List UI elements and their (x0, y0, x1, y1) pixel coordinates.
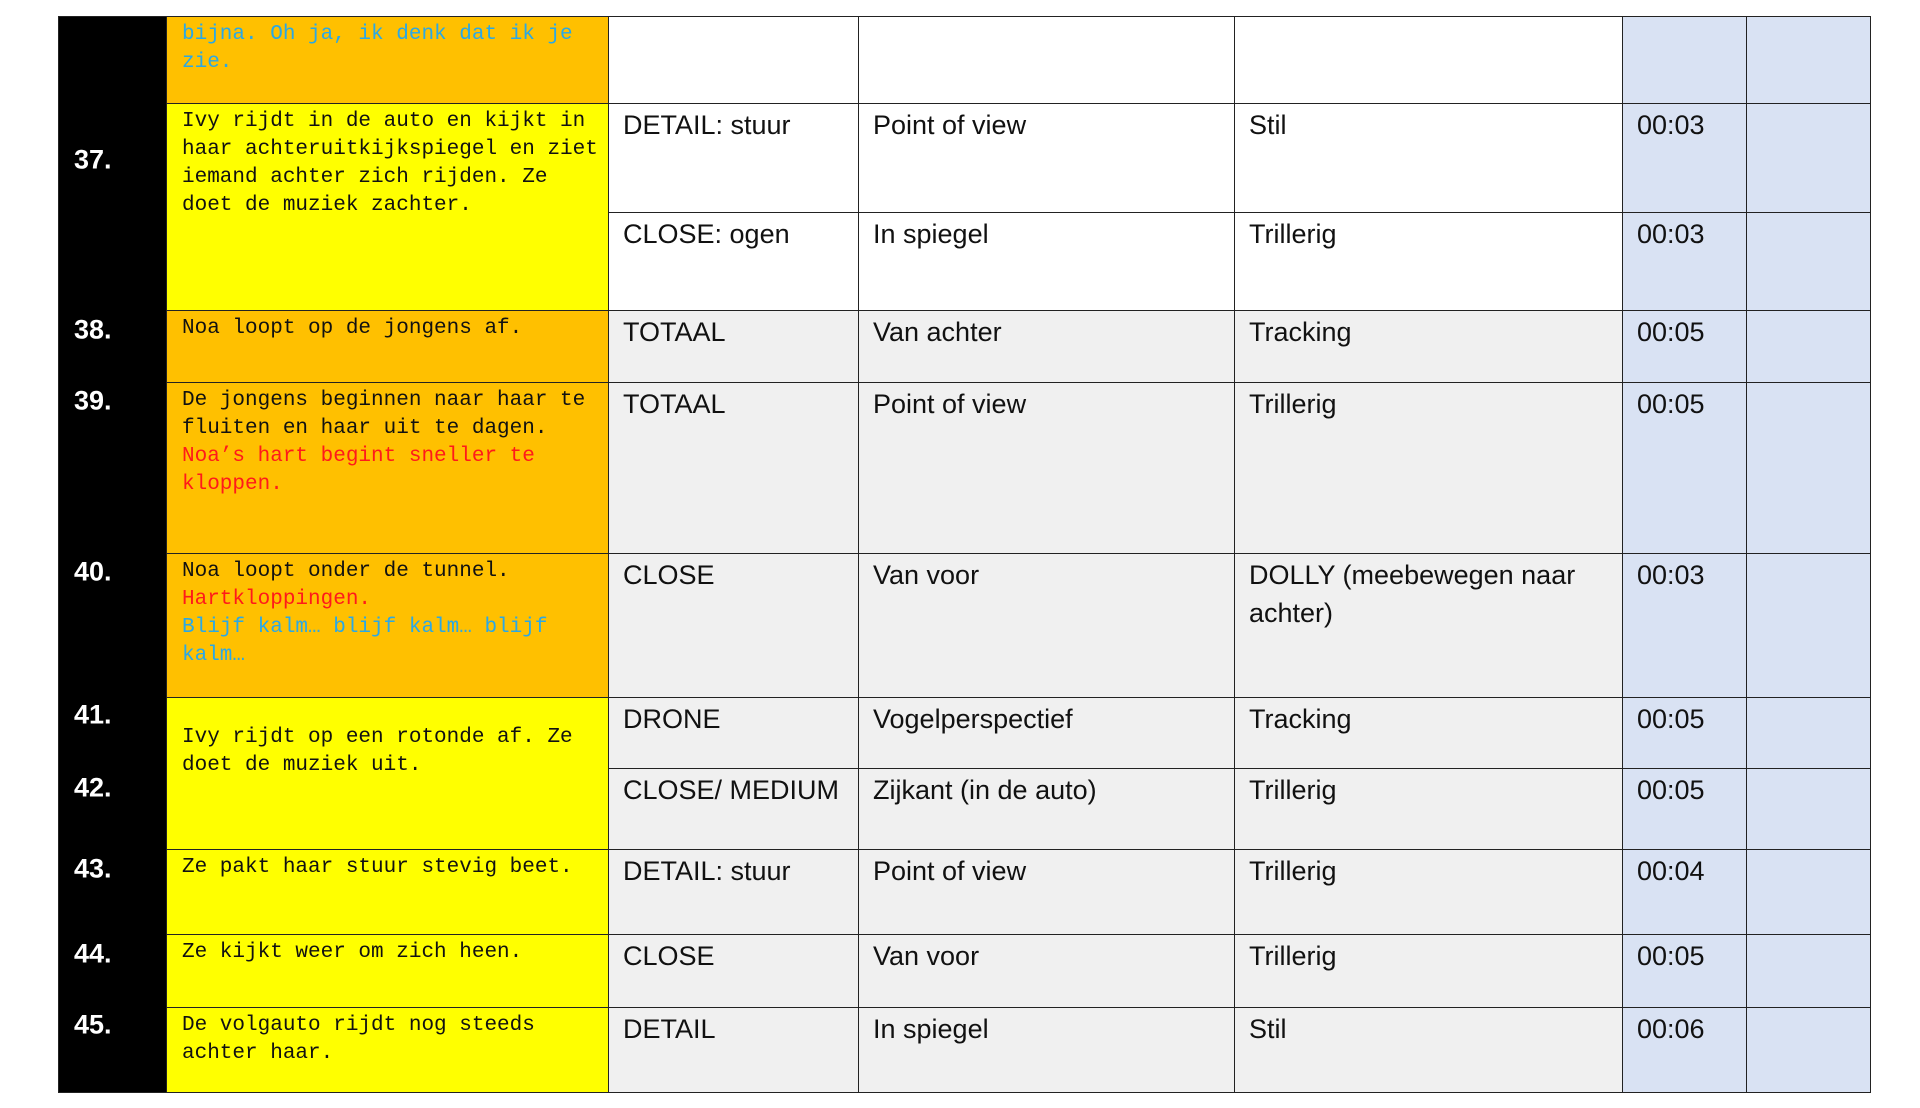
extra-cell (1746, 849, 1871, 935)
extra-cell (1746, 310, 1871, 383)
row-number: 39. (74, 385, 112, 416)
shot-cell: TOTAAL (608, 382, 859, 554)
angle-cell: Point of view (858, 849, 1235, 935)
angle-cell: In spiegel (858, 212, 1235, 311)
dialogue-text: Blijf kalm… blijf kalm… blijf kalm… (182, 616, 548, 667)
movement-cell: Tracking (1234, 310, 1623, 383)
description-cell: Noa loopt op de jongens af. (166, 310, 609, 383)
duration-cell: 00:05 (1622, 768, 1747, 850)
description-cell: Ze kijkt weer om zich heen. (166, 934, 609, 1008)
extra-cell (1746, 768, 1871, 850)
angle-cell: Van achter (858, 310, 1235, 383)
shot-cell: CLOSE: ogen (608, 212, 859, 311)
angle-cell: Van voor (858, 934, 1235, 1008)
description-cell: Ivy rijdt op een rotonde af. Ze doet de … (166, 697, 609, 850)
movement-cell (1234, 16, 1623, 104)
row-number: 42. (74, 772, 112, 803)
shot-cell (608, 16, 859, 104)
duration-cell: 00:03 (1622, 553, 1747, 698)
duration-cell: 00:06 (1622, 1007, 1747, 1093)
dialogue-text: bijna. Oh ja, ik denk dat ik je zie. (182, 23, 573, 74)
row-number: 38. (74, 314, 112, 345)
shot-cell: DETAIL: stuur (608, 849, 859, 935)
movement-cell: Trillerig (1234, 768, 1623, 850)
description-cell: Ze pakt haar stuur stevig beet. (166, 849, 609, 935)
duration-cell: 00:03 (1622, 212, 1747, 311)
duration-cell: 00:05 (1622, 310, 1747, 383)
extra-cell (1746, 553, 1871, 698)
movement-cell: Tracking (1234, 697, 1623, 769)
movement-cell: Stil (1234, 1007, 1623, 1093)
emotion-text: Noa’s hart begint sneller te kloppen. (182, 445, 535, 496)
shot-cell: DETAIL (608, 1007, 859, 1093)
duration-cell (1622, 16, 1747, 104)
movement-cell: DOLLY (meebewegen naar achter) (1234, 553, 1623, 698)
number-column (58, 16, 167, 1093)
description-cell: Ivy rijdt in de auto en kijkt in haar ac… (166, 103, 609, 311)
angle-cell: Vogelperspectief (858, 697, 1235, 769)
description-cell: De volgauto rijdt nog steeds achter haar… (166, 1007, 609, 1093)
shot-cell: CLOSE (608, 934, 859, 1008)
shot-cell: TOTAAL (608, 310, 859, 383)
movement-cell: Trillerig (1234, 212, 1623, 311)
description-cell: De jongens beginnen naar haar te fluiten… (166, 382, 609, 554)
movement-cell: Trillerig (1234, 382, 1623, 554)
angle-cell: Point of view (858, 382, 1235, 554)
angle-cell: Van voor (858, 553, 1235, 698)
extra-cell (1746, 1007, 1871, 1093)
description-cell: bijna. Oh ja, ik denk dat ik je zie. (166, 16, 609, 104)
emotion-text: Hartkloppingen. (182, 588, 372, 611)
action-text: Noa loopt onder de tunnel. (182, 560, 510, 583)
movement-cell: Trillerig (1234, 849, 1623, 935)
row-number: 43. (74, 853, 112, 884)
angle-cell: Point of view (858, 103, 1235, 213)
extra-cell (1746, 934, 1871, 1008)
duration-cell: 00:05 (1622, 934, 1747, 1008)
extra-cell (1746, 212, 1871, 311)
movement-cell: Stil (1234, 103, 1623, 213)
shot-cell: CLOSE/ MEDIUM (608, 768, 859, 850)
extra-cell (1746, 697, 1871, 769)
extra-cell (1746, 382, 1871, 554)
angle-cell: In spiegel (858, 1007, 1235, 1093)
extra-cell (1746, 103, 1871, 213)
angle-cell (858, 16, 1235, 104)
row-number: 45. (74, 1009, 112, 1040)
movement-cell: Trillerig (1234, 934, 1623, 1008)
action-text: De jongens beginnen naar haar te fluiten… (182, 389, 586, 440)
row-number: 37. (74, 144, 112, 175)
shot-cell: CLOSE (608, 553, 859, 698)
duration-cell: 00:03 (1622, 103, 1747, 213)
extra-cell (1746, 16, 1871, 104)
duration-cell: 00:05 (1622, 697, 1747, 769)
description-cell: Noa loopt onder de tunnel. Hartkloppinge… (166, 553, 609, 698)
shot-cell: DETAIL: stuur (608, 103, 859, 213)
row-number: 41. (74, 699, 112, 730)
angle-cell: Zijkant (in de auto) (858, 768, 1235, 850)
duration-cell: 00:04 (1622, 849, 1747, 935)
duration-cell: 00:05 (1622, 382, 1747, 554)
shot-cell: DRONE (608, 697, 859, 769)
row-number: 40. (74, 556, 112, 587)
row-number: 44. (74, 938, 112, 969)
